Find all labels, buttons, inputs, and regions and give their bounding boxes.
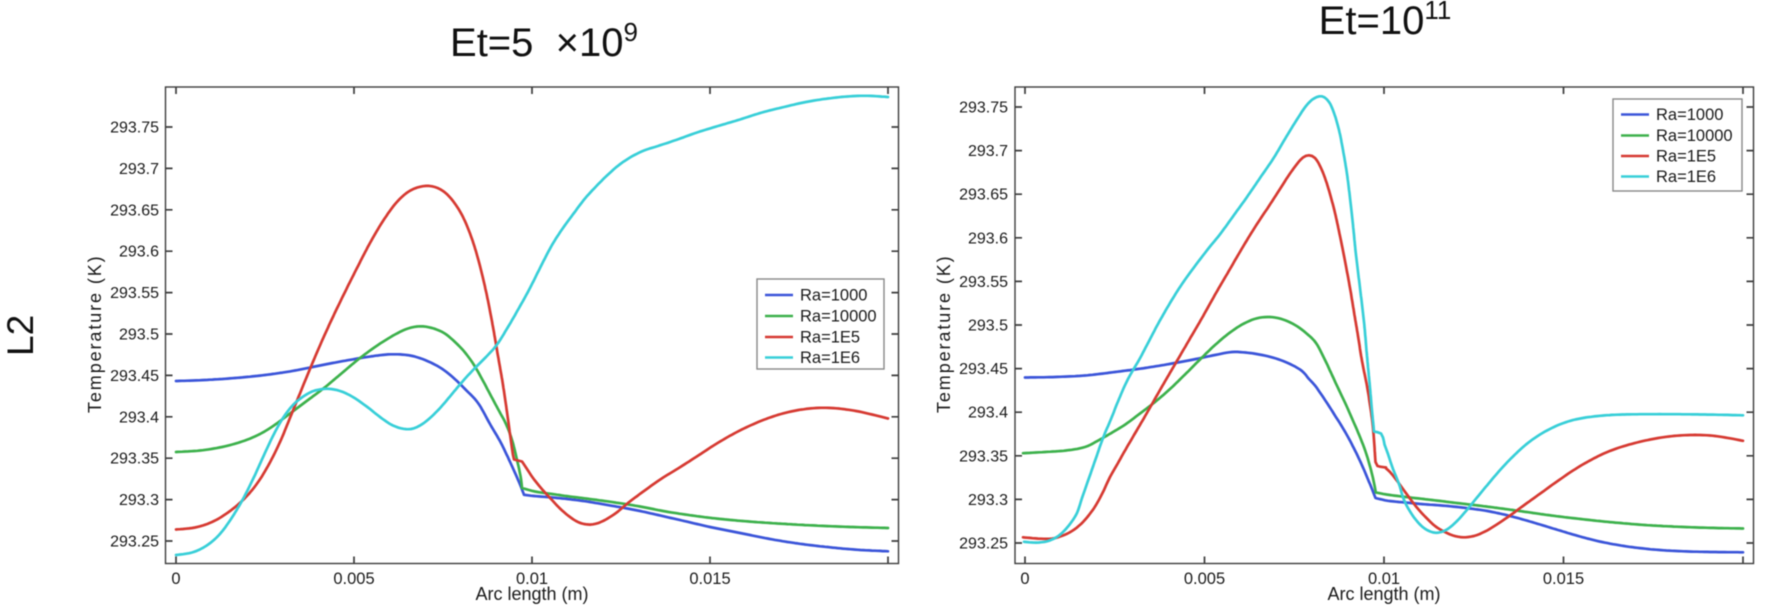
svg-text:Ra=1E5: Ra=1E5	[1656, 148, 1716, 166]
svg-text:Temperature (K): Temperature (K)	[934, 254, 954, 413]
svg-text:293.75: 293.75	[110, 120, 159, 137]
svg-text:293.55: 293.55	[959, 274, 1008, 291]
svg-text:0.005: 0.005	[1184, 570, 1225, 588]
svg-text:293.3: 293.3	[968, 492, 1008, 509]
svg-text:293.4: 293.4	[119, 409, 159, 426]
svg-text:Ra=1E6: Ra=1E6	[1656, 168, 1716, 186]
svg-text:293.7: 293.7	[968, 143, 1008, 160]
svg-text:Arc length (m): Arc length (m)	[475, 584, 588, 604]
svg-text:293.75: 293.75	[959, 100, 1008, 117]
svg-text:293.35: 293.35	[110, 451, 159, 468]
svg-text:Ra=10000: Ra=10000	[800, 308, 877, 326]
svg-text:293.3: 293.3	[119, 492, 159, 509]
svg-text:Temperature (K): Temperature (K)	[85, 254, 105, 413]
svg-text:0: 0	[171, 570, 180, 588]
svg-text:0.01: 0.01	[1368, 570, 1400, 588]
svg-text:Arc length (m): Arc length (m)	[1327, 584, 1440, 604]
svg-text:293.5: 293.5	[968, 318, 1008, 335]
svg-text:Ra=1000: Ra=1000	[800, 287, 867, 305]
svg-text:L2: L2	[0, 315, 41, 356]
svg-text:293.45: 293.45	[959, 361, 1008, 378]
svg-text:293.45: 293.45	[110, 368, 159, 385]
svg-text:293.7: 293.7	[119, 161, 159, 178]
svg-text:0.005: 0.005	[333, 570, 374, 588]
svg-text:0.01: 0.01	[516, 570, 548, 588]
svg-text:293.5: 293.5	[119, 327, 159, 344]
svg-text:293.6: 293.6	[119, 244, 159, 261]
svg-text:Ra=1000: Ra=1000	[1656, 106, 1723, 124]
svg-text:293.65: 293.65	[959, 187, 1008, 204]
svg-text:Ra=1E6: Ra=1E6	[800, 349, 860, 367]
svg-text:0.015: 0.015	[1543, 570, 1584, 588]
svg-text:293.65: 293.65	[110, 202, 159, 219]
svg-text:Ra=10000: Ra=10000	[1656, 127, 1733, 145]
svg-text:293.35: 293.35	[959, 448, 1008, 465]
svg-text:0: 0	[1020, 570, 1029, 588]
svg-text:293.4: 293.4	[968, 405, 1008, 422]
svg-text:Et=5 ×109: Et=5 ×109	[450, 17, 638, 65]
svg-text:293.25: 293.25	[959, 536, 1008, 553]
svg-text:293.6: 293.6	[968, 230, 1008, 247]
svg-text:Ra=1E5: Ra=1E5	[800, 329, 860, 347]
svg-text:293.25: 293.25	[110, 534, 159, 551]
svg-text:293.55: 293.55	[110, 285, 159, 302]
svg-text:0.015: 0.015	[689, 570, 730, 588]
